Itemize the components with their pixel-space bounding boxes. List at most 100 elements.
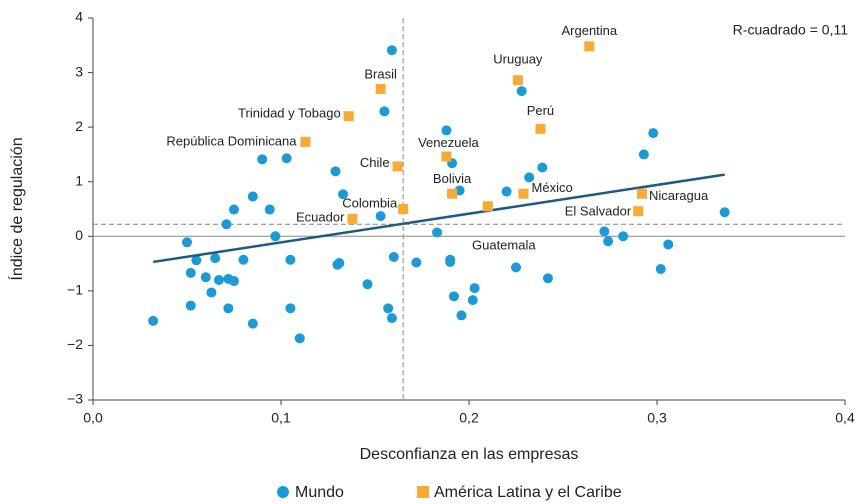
point-label: Colombia <box>342 195 398 210</box>
point-label: Perú <box>527 103 554 118</box>
point-label: Uruguay <box>493 52 543 67</box>
point <box>200 272 211 283</box>
point <box>191 255 202 266</box>
point-label: Argentina <box>561 23 617 38</box>
point <box>185 267 196 278</box>
point <box>221 219 232 230</box>
x-tick-label: 0,0 <box>83 410 103 426</box>
point <box>375 83 386 94</box>
point <box>392 161 403 172</box>
point <box>512 75 523 86</box>
point <box>633 206 644 217</box>
x-tick-label: 0,1 <box>271 410 291 426</box>
point <box>388 252 399 263</box>
point <box>441 125 452 136</box>
y-tick-label: 2 <box>75 118 83 134</box>
point-label: El Salvador <box>565 204 632 219</box>
point <box>542 273 553 284</box>
point <box>148 315 159 326</box>
point <box>300 136 311 147</box>
trendline <box>152 173 725 264</box>
point <box>467 295 478 306</box>
point <box>636 188 647 199</box>
point <box>343 111 354 122</box>
point <box>448 291 459 302</box>
point <box>456 310 467 321</box>
point <box>281 153 292 164</box>
point <box>445 256 456 267</box>
legend-label: América Latina y el Caribe <box>434 484 622 501</box>
x-tick-label: 0,2 <box>459 410 479 426</box>
y-axis-title: Índice de regulación <box>7 137 26 280</box>
point <box>518 188 529 199</box>
point <box>334 258 345 269</box>
point-label: Ecuador <box>296 209 345 224</box>
point <box>210 253 221 264</box>
point <box>584 41 595 52</box>
point <box>638 149 649 160</box>
point <box>524 172 535 183</box>
point <box>603 236 614 247</box>
point <box>648 128 659 139</box>
point <box>411 257 422 268</box>
point <box>206 287 217 298</box>
point <box>264 204 275 215</box>
y-tick-label: −2 <box>67 336 83 352</box>
point <box>383 303 394 314</box>
point <box>618 231 629 242</box>
point <box>469 283 480 294</box>
point <box>330 166 341 177</box>
point <box>362 279 373 290</box>
point <box>441 151 452 162</box>
point <box>229 276 239 287</box>
y-tick-label: 0 <box>75 227 83 243</box>
legend-marker <box>277 486 289 498</box>
point-label: Bolivia <box>433 171 472 186</box>
legend-label: Mundo <box>295 484 344 501</box>
point <box>482 201 493 212</box>
point <box>655 264 666 275</box>
point <box>182 237 192 248</box>
point <box>386 45 397 56</box>
y-tick-label: −3 <box>67 391 83 407</box>
annotation: R-cuadrado = 0,11 <box>733 22 849 38</box>
point-label: México <box>532 180 573 195</box>
point <box>223 303 234 314</box>
point <box>247 191 258 202</box>
point-label: Venezuela <box>418 135 479 150</box>
point <box>454 185 465 196</box>
y-tick-label: 4 <box>75 9 83 25</box>
x-axis-title: Desconfianza en las empresas <box>360 446 579 463</box>
point-label: Guatemala <box>472 238 536 253</box>
x-tick-label: 0,3 <box>647 410 667 426</box>
point-label: República Dominicana <box>166 133 297 148</box>
point <box>599 226 610 237</box>
point <box>516 86 527 97</box>
legend-marker <box>417 486 429 498</box>
point <box>719 207 730 218</box>
point <box>229 204 239 215</box>
y-tick-label: 1 <box>75 172 83 188</box>
point <box>238 254 249 265</box>
point <box>294 333 305 344</box>
point <box>447 188 458 199</box>
point <box>257 154 268 165</box>
point <box>270 231 281 242</box>
point <box>213 274 224 285</box>
point-label: Trinidad y Tobago <box>238 106 341 121</box>
y-tick-label: −1 <box>67 282 83 298</box>
point <box>285 303 296 314</box>
x-tick-label: 0,4 <box>835 410 855 426</box>
point <box>501 186 512 197</box>
point <box>338 189 349 200</box>
point <box>185 300 196 311</box>
point <box>379 106 390 117</box>
point <box>432 227 443 238</box>
point-label: Chile <box>360 155 390 170</box>
point <box>398 204 409 214</box>
point <box>535 123 546 134</box>
y-tick-label: 3 <box>75 63 83 79</box>
point <box>537 162 548 173</box>
point <box>386 313 397 324</box>
